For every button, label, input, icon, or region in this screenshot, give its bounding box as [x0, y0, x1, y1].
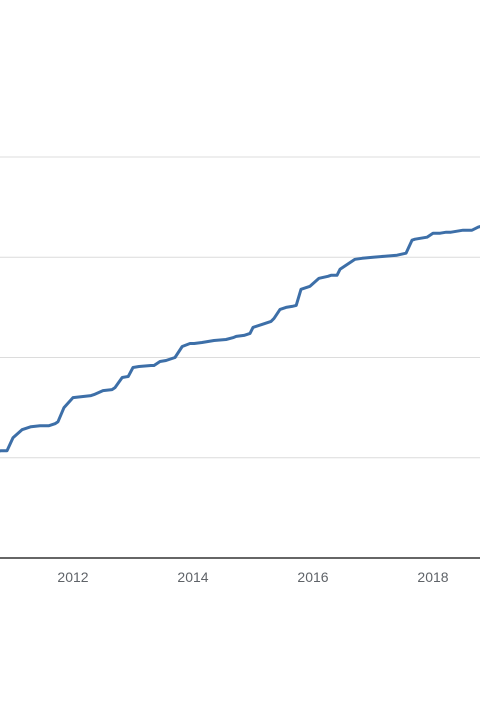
gridlines	[0, 156, 480, 459]
x-tick-label: 2012	[57, 569, 88, 585]
x-tick-labels: 2012 2014 2016 2018	[57, 569, 448, 585]
x-tick-label: 2016	[297, 569, 328, 585]
series-line	[0, 224, 480, 453]
x-tick-label: 2014	[177, 569, 208, 585]
x-tick-label: 2018	[417, 569, 448, 585]
